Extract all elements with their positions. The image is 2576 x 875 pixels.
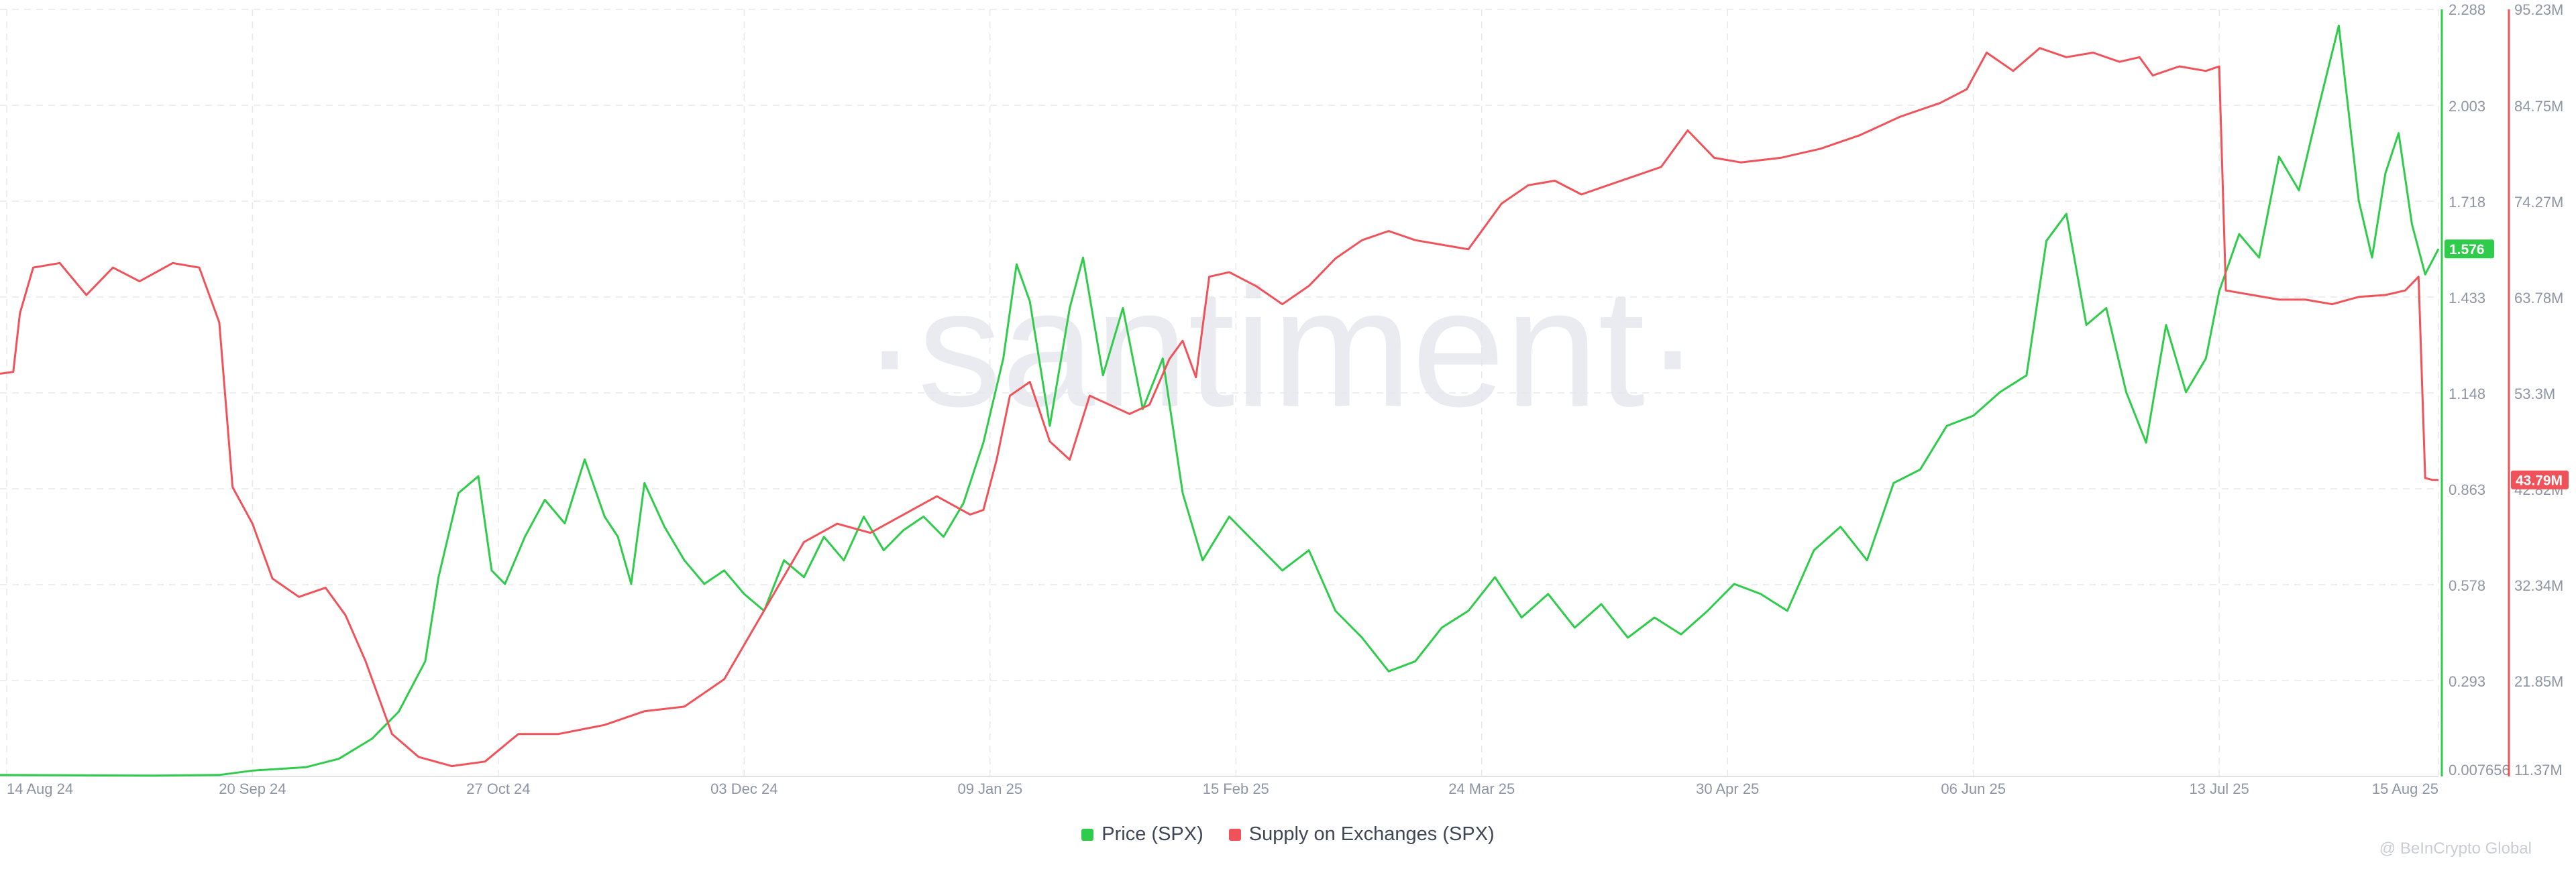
y-left-tick-label: 2.003 [2449,98,2485,115]
y-left-tick-label: 0.007656 [2449,762,2510,778]
x-tick-label: 15 Aug 25 [2372,780,2438,797]
current-value-supply-bg [2511,470,2569,489]
y-left-tick-label: 1.148 [2449,386,2485,402]
legend-item-supply[interactable]: Supply on Exchanges (SPX) [1228,823,1495,845]
y-right-tick-label: 95.23M [2514,1,2563,18]
watermark: ·santiment· [862,254,1701,441]
y-left-tick-label: 0.578 [2449,577,2485,594]
x-tick-label: 15 Feb 25 [1203,780,1269,797]
y-right-tick-label: 32.34M [2514,577,2563,594]
y-right-tick-label: 84.75M [2514,98,2563,115]
label-layer: 1.576 43.79M [2445,239,2569,489]
y-left-tick-label: 1.433 [2449,290,2485,306]
grid-layer [0,9,2439,777]
x-tick-label: 06 Jun 25 [1941,780,2006,797]
x-tick-label: 14 Aug 24 [7,780,73,797]
x-tick-label: 20 Sep 24 [219,780,286,797]
credit-watermark: @ BeInCrypto Global [2379,839,2532,858]
legend-item-price[interactable]: Price (SPX) [1081,823,1203,845]
series-line-supply [0,47,2439,768]
y-right-tick-label: 21.85M [2514,673,2563,690]
current-value-price-bg [2445,239,2494,259]
y-left-tick-label: 0.863 [2449,481,2485,498]
legend-label-supply: Supply on Exchanges (SPX) [1248,823,1495,845]
series-layer [0,24,2440,777]
legend: Price (SPX) Supply on Exchanges (SPX) [0,823,2576,845]
series-line-price [0,24,2440,777]
y-right-tick-label: 11.37M [2514,762,2563,778]
y-right-tick-label: 74.27M [2514,194,2563,211]
legend-swatch-price [1081,828,1094,841]
y-left-tick-label: 2.288 [2449,1,2485,18]
x-tick-label: 27 Oct 24 [466,780,530,797]
y-right-tick-label: 63.78M [2514,290,2563,306]
legend-label-price: Price (SPX) [1102,823,1203,845]
x-tick-label: 03 Dec 24 [710,780,777,797]
x-tick-label: 24 Mar 25 [1448,780,1515,797]
x-tick-label: 30 Apr 25 [1696,780,1759,797]
legend-swatch-supply [1228,828,1241,841]
y-right-tick-label: 53.3M [2514,386,2555,402]
current-value-price: 1.576 [2449,242,2485,257]
current-value-supply: 43.79M [2516,473,2563,489]
y-left-tick-label: 0.293 [2449,673,2485,690]
x-tick-label: 09 Jan 25 [957,780,1022,797]
y-left-tick-label: 1.718 [2449,194,2485,211]
x-tick-label: 13 Jul 25 [2189,780,2249,797]
